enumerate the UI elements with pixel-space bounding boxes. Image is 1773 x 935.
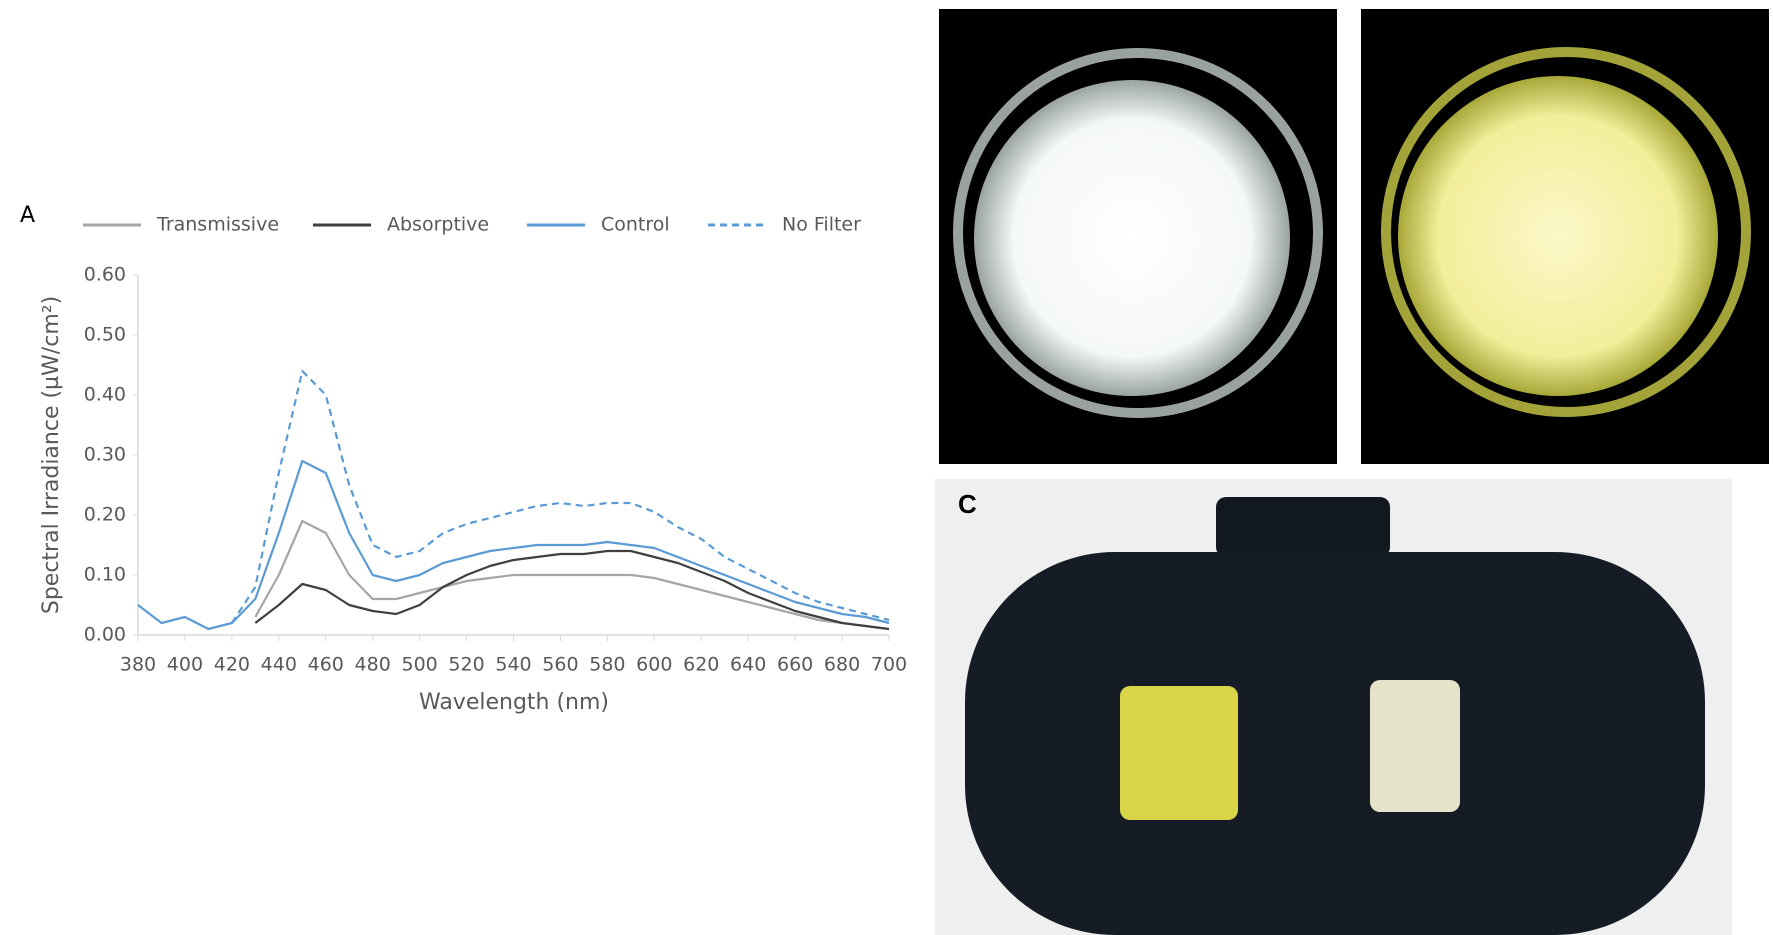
series-line (137, 459, 890, 631)
x-tick-label: 600 (636, 654, 672, 676)
y-tick-label: 0.40 (84, 384, 126, 406)
series-line (254, 519, 890, 631)
x-tick-label: 580 (589, 654, 625, 676)
x-axis-label: Wavelength (nm) (419, 690, 609, 715)
panel-label: C (958, 489, 977, 519)
y-tick-label: 0.50 (84, 324, 126, 346)
series-line (254, 549, 890, 631)
x-tick-label: 500 (401, 654, 437, 676)
x-tick-label: 540 (495, 654, 531, 676)
x-tick-label: 460 (308, 654, 344, 676)
clear-lens (1370, 680, 1460, 812)
x-tick-label: 480 (355, 654, 391, 676)
x-tick-label: 560 (542, 654, 578, 676)
y-tick-label: 0.00 (84, 624, 126, 646)
panel-label: B (962, 23, 981, 53)
legend-label: No Filter (782, 214, 861, 236)
ring (953, 48, 1323, 418)
x-tick-label: 520 (448, 654, 484, 676)
x-tick-label: 420 (214, 654, 250, 676)
headset-strap (1216, 497, 1390, 557)
y-axis-label: Spectral Irradiance (µW/cm²) (39, 296, 64, 614)
x-tick-label: 440 (261, 654, 297, 676)
yellow-lens (1120, 686, 1238, 820)
x-tick-label: 640 (730, 654, 766, 676)
x-tick-label: 620 (683, 654, 719, 676)
y-tick-label: 0.10 (84, 564, 126, 586)
panel-label: A (20, 203, 35, 228)
x-tick-label: 700 (871, 654, 907, 676)
headset-body (965, 552, 1705, 935)
ring (1381, 47, 1751, 417)
y-tick-label: 0.60 (84, 264, 126, 286)
series-line (230, 369, 890, 624)
legend-label: Absorptive (387, 214, 489, 236)
x-tick-label: 680 (824, 654, 860, 676)
y-tick-label: 0.30 (84, 444, 126, 466)
x-tick-label: 380 (120, 654, 156, 676)
lens (1398, 76, 1718, 396)
lens (974, 80, 1290, 396)
y-tick-label: 0.20 (84, 504, 126, 526)
x-tick-label: 400 (167, 654, 203, 676)
x-tick-label: 660 (777, 654, 813, 676)
legend-label: Control (601, 214, 670, 236)
legend-label: Transmissive (156, 214, 279, 236)
